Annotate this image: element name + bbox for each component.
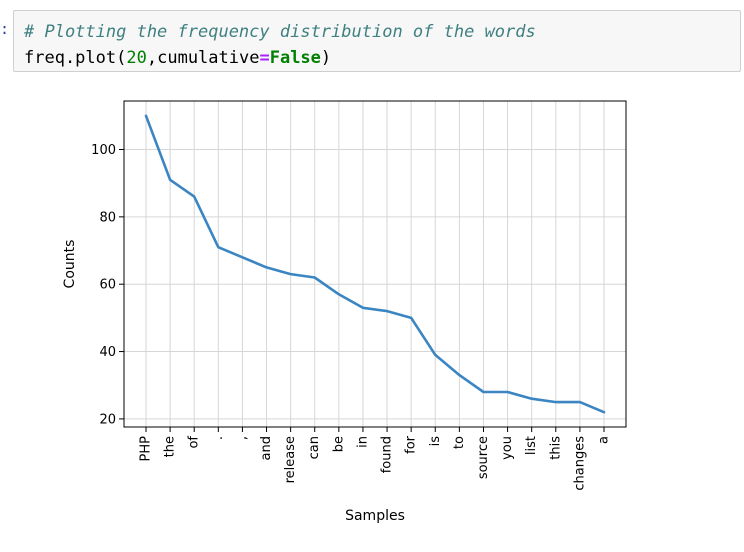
y-tick-label: 80 (99, 210, 116, 225)
y-axis-label: Counts (62, 240, 78, 289)
code-function-name: freq.plot (24, 48, 116, 68)
x-tick-label: to (452, 436, 467, 449)
x-tick-label: can (307, 436, 322, 459)
x-tick-label: be (331, 436, 346, 452)
code-open-paren: ( (116, 48, 126, 68)
x-axis-label: Samples (345, 508, 405, 524)
code-comment: # Plotting the frequency distribution of… (24, 22, 536, 42)
x-tick-label: PHP (139, 436, 154, 462)
x-tick-label: list (524, 436, 539, 455)
x-tick-label: release (283, 436, 298, 483)
x-tick-label: is (428, 436, 443, 447)
cell-prompt-marker: : (0, 20, 6, 38)
x-tick-label: this (548, 436, 563, 460)
y-tick-label: 100 (91, 143, 116, 158)
series-line-layer (146, 116, 604, 412)
x-tick-label: in (355, 436, 370, 448)
x-tick-label: , (235, 436, 250, 440)
x-tick-label: found (380, 436, 395, 473)
code-cell-input[interactable]: # Plotting the frequency distribution of… (13, 10, 741, 72)
code-close-paren: ) (321, 48, 331, 68)
code-number-arg: 20 (126, 48, 146, 68)
y-axis-ticks: 20 40 60 80 100 (91, 143, 124, 427)
series-line (146, 116, 604, 412)
x-tick-label: . (211, 436, 226, 440)
x-tick-label: changes (572, 436, 587, 491)
x-tick-label: for (404, 435, 419, 454)
x-tick-label: source (476, 436, 491, 479)
code-comma: , (147, 48, 157, 68)
y-tick-label: 20 (99, 412, 116, 427)
code-kwarg-name: cumulative (157, 48, 259, 68)
x-tick-label: you (500, 436, 515, 460)
x-tick-label: a (597, 436, 612, 444)
y-tick-label: 40 (99, 345, 116, 360)
y-tick-label: 60 (99, 278, 116, 293)
grid-lines (124, 101, 626, 427)
x-tick-label: of (187, 436, 202, 449)
x-tick-label: and (259, 436, 274, 460)
code-kwarg-value: False (270, 48, 321, 68)
code-equals-operator: = (259, 48, 269, 68)
x-tick-label: the (163, 436, 178, 457)
